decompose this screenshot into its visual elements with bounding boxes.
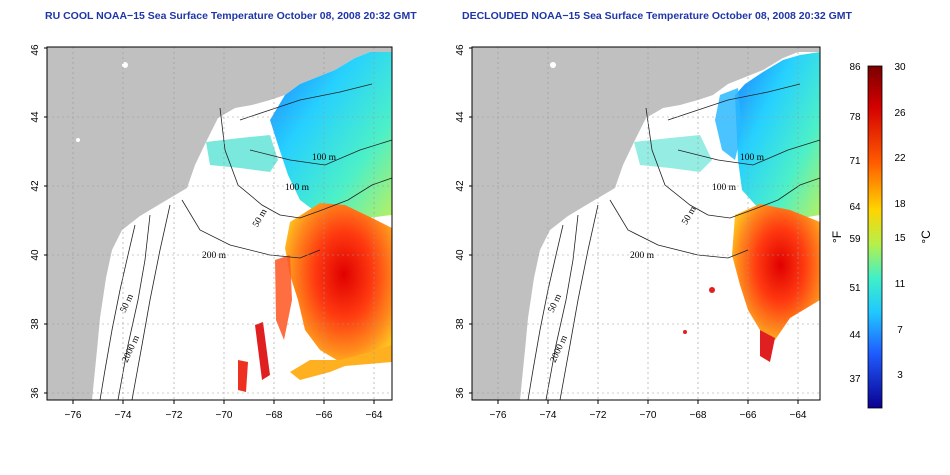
- colorbar-gradient: [867, 65, 883, 409]
- cb-f-71: 71: [849, 156, 861, 167]
- colorbar-unit-celsius: °C: [919, 230, 933, 244]
- right-lon-76: −76: [490, 410, 507, 421]
- left-lon-76: −76: [65, 410, 82, 421]
- left-contour-label-100m-b: 100 m: [285, 183, 310, 193]
- colorbar: 86 78 71 64 59 51 44 37 30 26 22 18 15 1…: [830, 62, 933, 409]
- left-contour-200m: [219, 107, 393, 219]
- cb-f-37: 37: [849, 374, 861, 385]
- left-lon-64: −64: [366, 410, 383, 421]
- left-lat-46: 46: [30, 44, 41, 56]
- cb-c-30: 30: [894, 62, 906, 73]
- cb-f-44: 44: [849, 330, 861, 341]
- left-contour-label-100m-a: 100 m: [312, 153, 337, 163]
- left-lon-74: −74: [115, 410, 132, 421]
- right-lon-ticks: −76 −74 −72 −70 −68 −66 −64: [490, 400, 807, 421]
- right-lon-66: −66: [740, 410, 757, 421]
- cb-f-51: 51: [849, 283, 861, 294]
- left-warm-water: [285, 203, 392, 362]
- right-map-title: DECLOUDED NOAA−15 Sea Surface Temperatur…: [462, 10, 852, 22]
- left-lon-68: −68: [266, 410, 283, 421]
- right-lon-68: −68: [690, 410, 707, 421]
- cb-c-3: 3: [897, 370, 903, 381]
- right-contour-label-200m: 200 m: [630, 251, 655, 261]
- right-lat-ticks: 36 38 40 42 44 46: [455, 44, 472, 399]
- cb-f-78: 78: [849, 112, 861, 123]
- right-lon-70: −70: [640, 410, 657, 421]
- left-map: 100 m 100 m 50 m 200 m 50 m 2000 m 36 38…: [30, 44, 393, 421]
- left-lon-72: −72: [166, 410, 183, 421]
- left-lat-40: 40: [30, 249, 41, 261]
- right-grid: [472, 47, 820, 400]
- cb-c-22: 22: [894, 153, 906, 164]
- right-lat-40: 40: [455, 249, 466, 261]
- right-lat-42: 42: [455, 180, 466, 192]
- cb-f-64: 64: [849, 202, 861, 213]
- cb-c-7: 7: [897, 325, 903, 336]
- right-lon-74: −74: [540, 410, 557, 421]
- right-contour-label-100m-b: 100 m: [712, 183, 737, 193]
- cb-c-11: 11: [895, 279, 906, 290]
- left-land: [47, 47, 392, 400]
- right-lat-46: 46: [455, 44, 466, 56]
- right-lat-44: 44: [455, 111, 466, 123]
- right-land: [472, 47, 820, 400]
- left-lat-36: 36: [30, 387, 41, 399]
- cb-c-18: 18: [894, 199, 906, 210]
- left-grid: [47, 47, 392, 400]
- right-lon-64: −64: [790, 410, 807, 421]
- left-lon-70: −70: [216, 410, 233, 421]
- right-contour-200m: [645, 107, 821, 219]
- cb-c-15: 15: [894, 233, 906, 244]
- left-lat-42: 42: [30, 180, 41, 192]
- right-lat-38: 38: [455, 318, 466, 330]
- left-lon-ticks: −76 −74 −72 −70 −68 −66 −64: [65, 400, 383, 421]
- cb-f-59: 59: [849, 234, 861, 245]
- colorbar-unit-fahrenheit: °F: [830, 231, 844, 243]
- left-lon-66: −66: [316, 410, 333, 421]
- cb-f-86: 86: [849, 62, 861, 73]
- cb-c-26: 26: [894, 108, 906, 119]
- right-contour-label-100m-a: 100 m: [740, 153, 765, 163]
- colorbar-celsius-labels: 30 26 22 18 15 11 7 3: [894, 62, 906, 381]
- right-lat-36: 36: [455, 387, 466, 399]
- left-lat-44: 44: [30, 111, 41, 123]
- left-lat-ticks: 36 38 40 42 44 46: [30, 44, 47, 399]
- right-map: 100 m 100 m 50 m 200 m 50 m 2000 m 36 38…: [455, 44, 821, 421]
- left-map-title: RU COOL NOAA−15 Sea Surface Temperature …: [45, 10, 417, 22]
- left-contour-label-200m: 200 m: [202, 251, 227, 261]
- right-lon-72: −72: [590, 410, 607, 421]
- left-cool-water: [270, 52, 392, 220]
- left-lat-38: 38: [30, 318, 41, 330]
- colorbar-fahrenheit-labels: 86 78 71 64 59 51 44 37: [849, 62, 861, 385]
